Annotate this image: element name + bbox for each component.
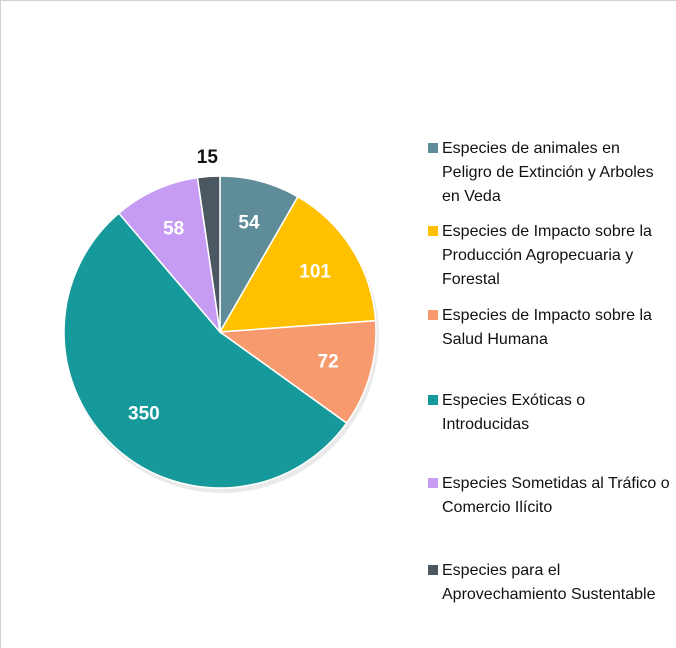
data-label: 54 (238, 212, 260, 233)
legend-swatch (428, 310, 438, 320)
legend-label: Especies Sometidas al Tráfico o Comercio… (442, 475, 670, 516)
legend-label: Especies Exóticas o Introducidas (442, 392, 586, 433)
pie-slice (218, 195, 377, 333)
legend-item: Especies de Impacto sobre la Producción … (428, 220, 672, 292)
data-label: 350 (128, 404, 160, 425)
legend-swatch (428, 143, 438, 153)
legend-label: Especies de Impacto sobre la Salud Human… (442, 307, 652, 348)
pie-slice (196, 175, 221, 333)
legend-label: Especies de Impacto sobre la Producción … (442, 223, 652, 288)
legend-label: Especies para el Aprovechamiento Sustent… (442, 562, 656, 603)
data-label: 58 (163, 219, 184, 240)
data-label: 72 (318, 352, 339, 373)
legend-item: Especies de animales en Peligro de Extin… (428, 137, 672, 209)
legend-swatch (428, 478, 438, 488)
legend-item: Especies Exóticas o Introducidas (428, 389, 672, 437)
legend-swatch (428, 395, 438, 405)
legend-label: Especies de animales en Peligro de Extin… (442, 140, 654, 205)
pie-slice (63, 212, 348, 489)
legend-item: Especies para el Aprovechamiento Sustent… (428, 559, 672, 607)
pie-slice (217, 319, 377, 425)
legend-item: Especies de Impacto sobre la Salud Human… (428, 304, 672, 352)
legend-swatch (428, 565, 438, 575)
pie-slice (117, 176, 222, 335)
data-label: 101 (299, 261, 331, 282)
legend-swatch (428, 226, 438, 236)
data-label: 15 (197, 147, 219, 168)
legend-item: Especies Sometidas al Tráfico o Comercio… (428, 472, 672, 520)
